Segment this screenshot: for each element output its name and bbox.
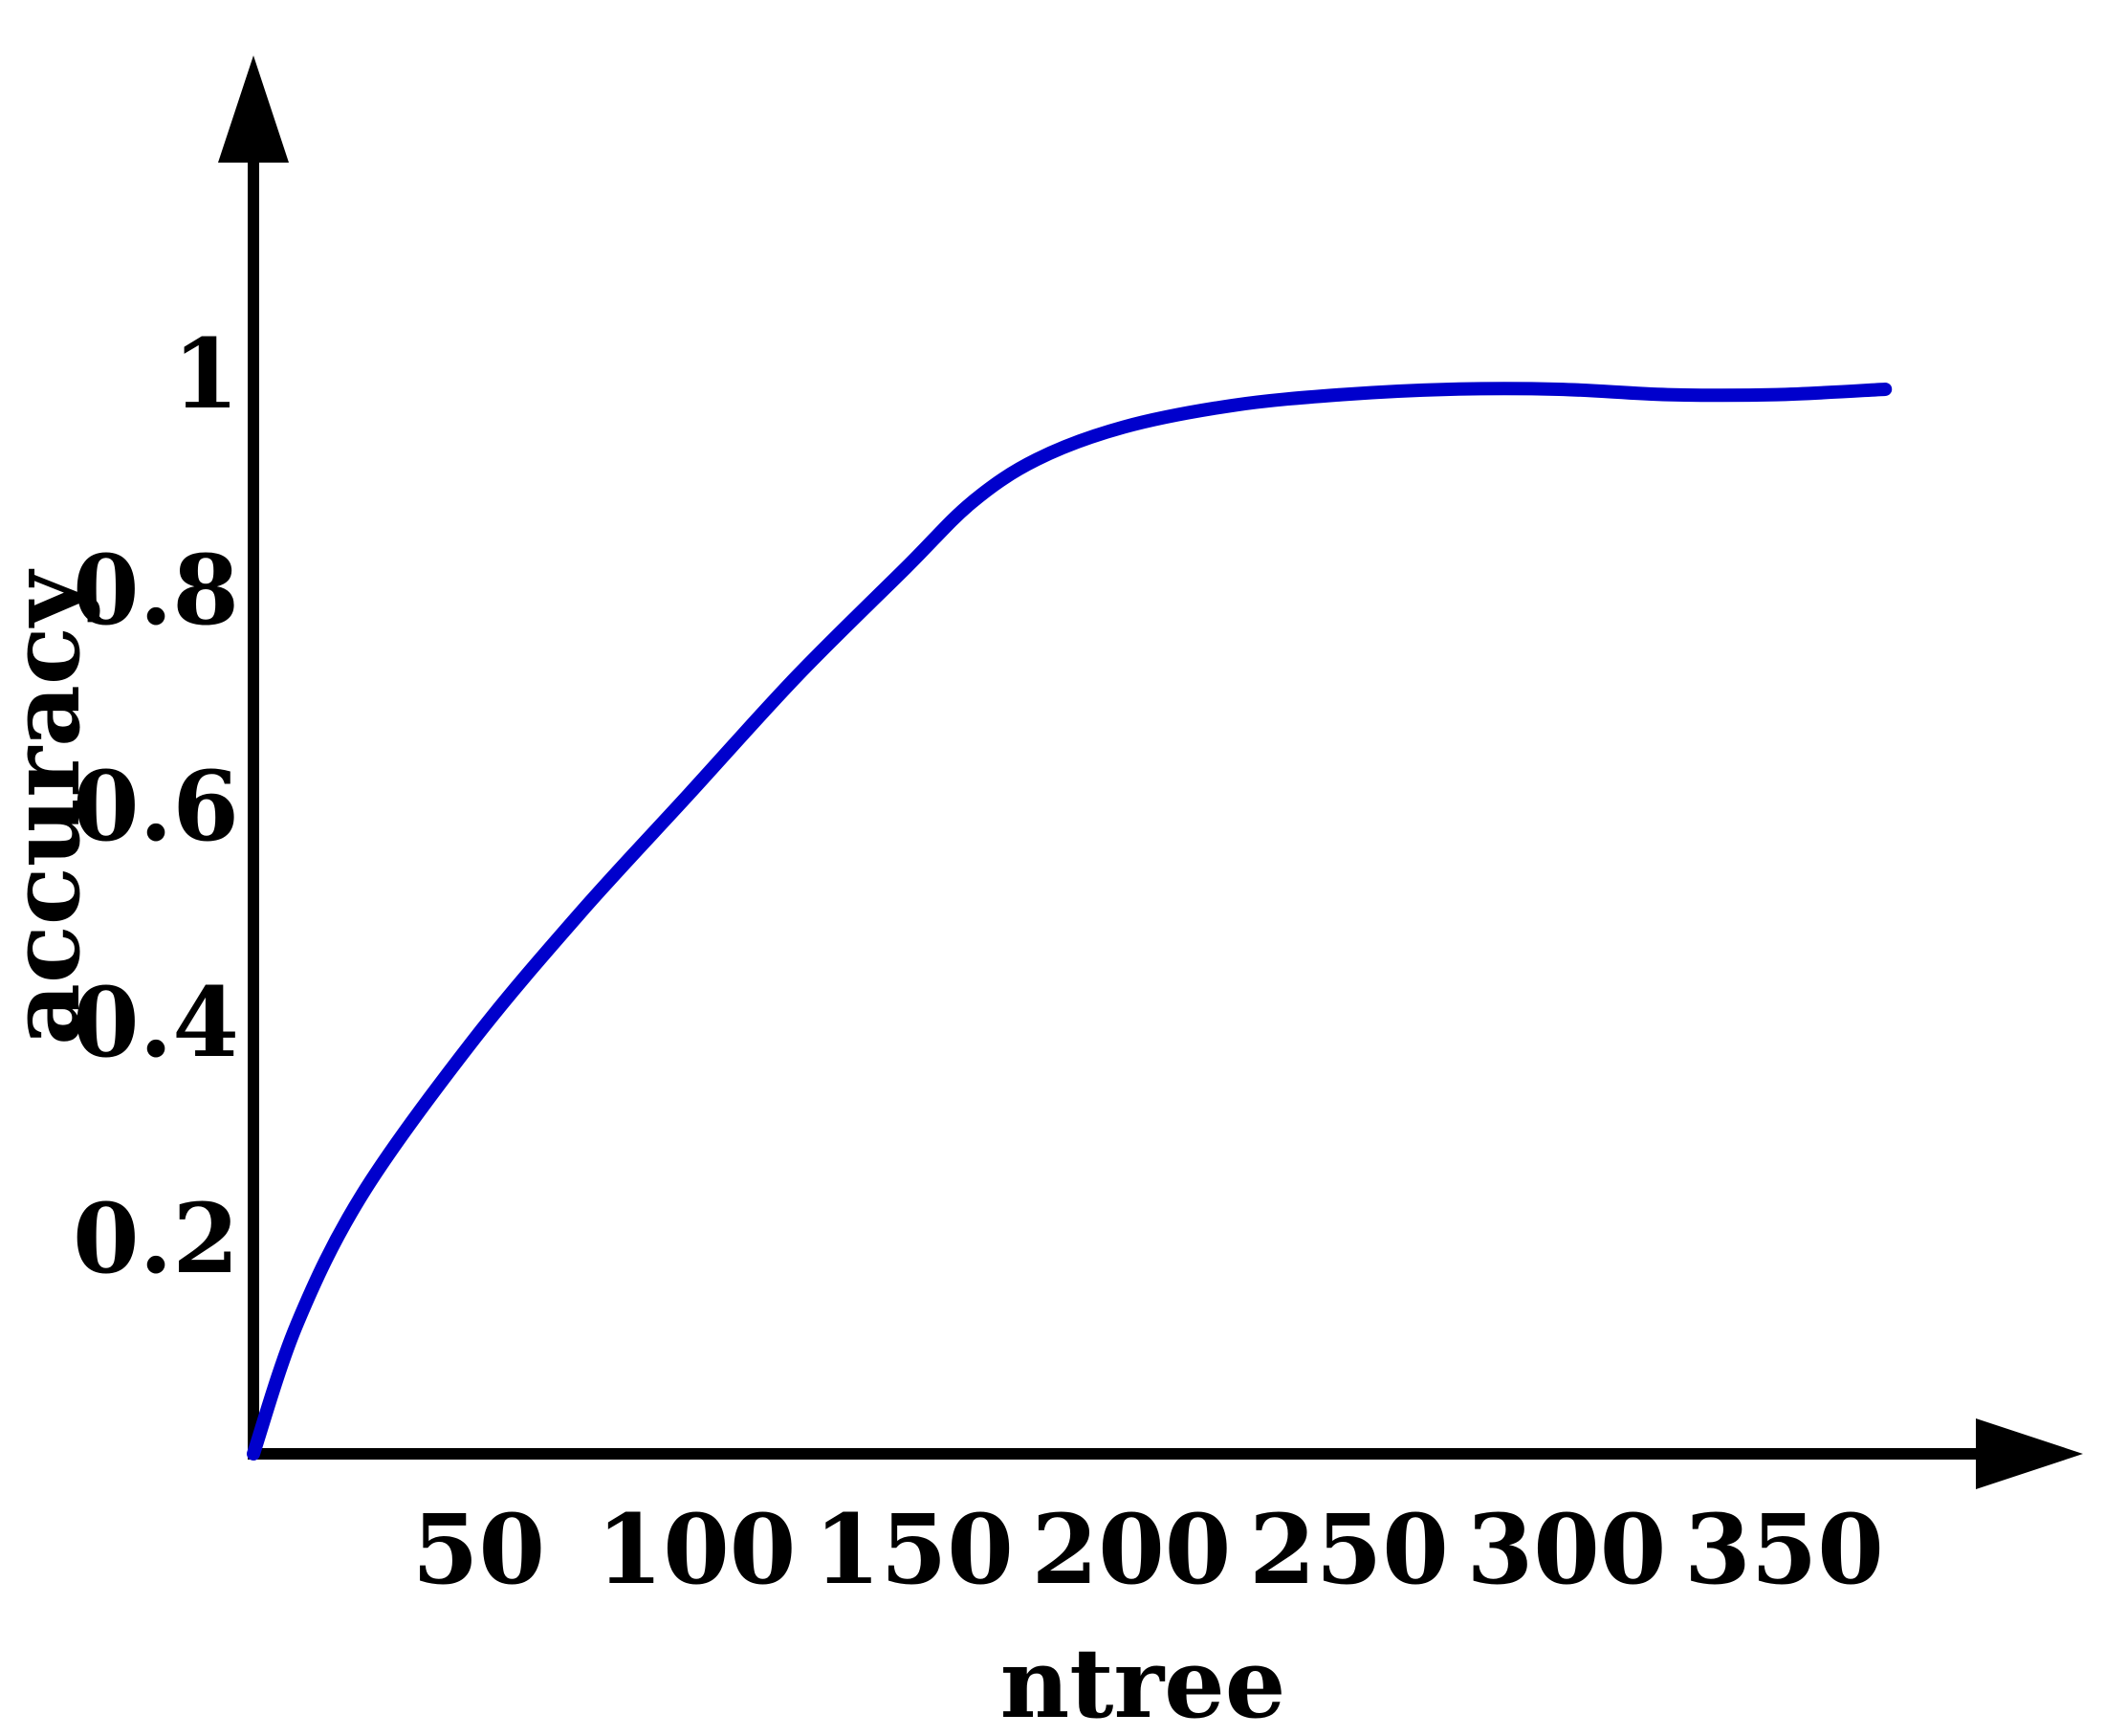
x-axis-arrow-icon [1976, 1418, 2083, 1489]
y-tick-labels: 0.2 0.4 0.6 0.8 1 [73, 318, 239, 1295]
x-tick-label: 350 [1684, 1493, 1884, 1606]
x-tick-label: 50 [412, 1493, 545, 1606]
axes [218, 55, 2083, 1489]
x-axis-title: ntree [1000, 1627, 1286, 1736]
x-tick-label: 250 [1249, 1493, 1449, 1606]
y-axis-arrow-icon [218, 55, 289, 163]
x-tick-label: 200 [1032, 1493, 1232, 1606]
y-axis-title: accuracy [0, 568, 101, 1045]
y-tick-label: 0.6 [73, 750, 239, 863]
accuracy-curve [247, 382, 1893, 1461]
x-tick-label: 100 [597, 1493, 797, 1606]
series-layer [247, 382, 1893, 1461]
y-tick-label: 0.8 [73, 534, 239, 647]
y-tick-label: 1 [172, 318, 239, 430]
x-tick-label: 150 [814, 1493, 1014, 1606]
y-tick-label: 0.2 [73, 1182, 239, 1295]
y-tick-label: 0.4 [73, 966, 239, 1079]
x-tick-label: 300 [1467, 1493, 1667, 1606]
x-tick-labels: 50 100 150 200 250 300 350 [412, 1493, 1884, 1606]
